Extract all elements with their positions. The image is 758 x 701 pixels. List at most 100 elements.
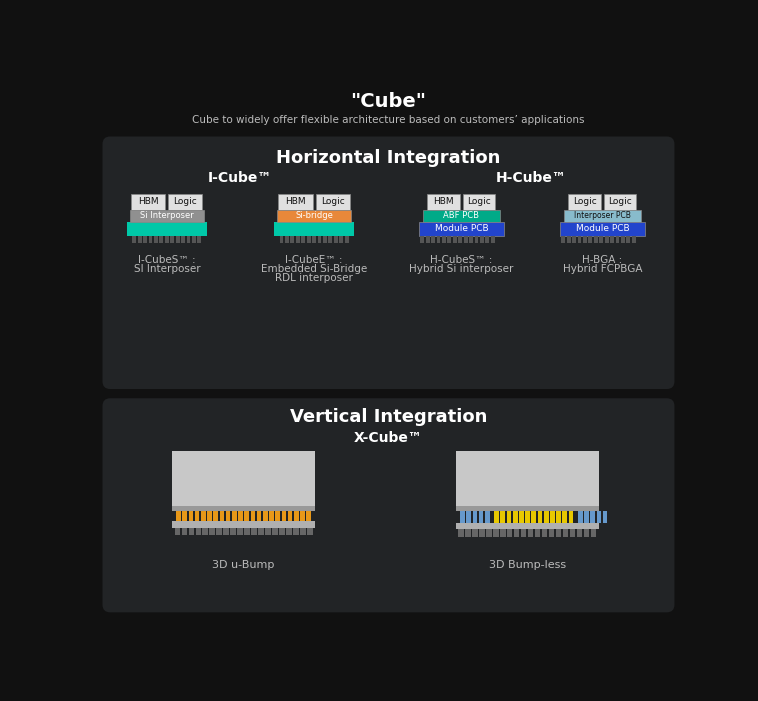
Bar <box>583 236 587 243</box>
Bar <box>493 529 499 537</box>
Bar <box>312 236 316 243</box>
Bar <box>472 529 478 537</box>
Bar <box>626 236 630 243</box>
Bar <box>500 511 505 523</box>
Bar <box>564 210 641 222</box>
Bar <box>615 236 619 243</box>
Bar <box>590 529 597 537</box>
Bar <box>345 236 349 243</box>
Bar <box>479 529 484 537</box>
Bar <box>287 528 292 536</box>
Bar <box>318 236 321 243</box>
Text: 3D u-Bump: 3D u-Bump <box>212 559 274 570</box>
Text: RDL interposer: RDL interposer <box>275 273 353 283</box>
Bar <box>195 511 199 522</box>
Bar <box>176 236 180 243</box>
Bar <box>127 222 207 236</box>
Bar <box>578 236 581 243</box>
Text: Module PCB: Module PCB <box>434 224 488 233</box>
Bar <box>603 511 607 523</box>
Bar <box>172 506 315 511</box>
Bar <box>143 236 147 243</box>
Text: Interposer PCB: Interposer PCB <box>574 211 631 220</box>
Text: HBM: HBM <box>433 198 454 206</box>
Bar <box>422 210 500 222</box>
Bar <box>220 511 224 522</box>
Bar <box>494 511 499 523</box>
Text: HBM: HBM <box>285 198 305 206</box>
Bar <box>209 528 215 536</box>
Bar <box>610 236 614 243</box>
Bar <box>290 236 294 243</box>
Bar <box>466 511 471 523</box>
Bar <box>296 236 299 243</box>
Bar <box>562 511 567 523</box>
Text: Embedded Si-Bridge: Embedded Si-Bridge <box>261 264 367 274</box>
Text: 3D Bump-less: 3D Bump-less <box>489 559 565 570</box>
Bar <box>556 511 561 523</box>
Bar <box>230 528 236 536</box>
Text: Logic: Logic <box>174 198 197 206</box>
Bar <box>269 511 274 522</box>
Bar <box>176 511 180 522</box>
Bar <box>578 511 583 523</box>
Bar <box>192 236 196 243</box>
Bar <box>307 236 311 243</box>
Bar <box>570 529 575 537</box>
Bar <box>513 511 518 523</box>
Bar <box>288 511 293 522</box>
Text: HBM: HBM <box>138 198 158 206</box>
Bar <box>263 511 268 522</box>
Text: Hybrid Si interposer: Hybrid Si interposer <box>409 264 513 274</box>
Bar <box>138 236 142 243</box>
Bar <box>542 529 547 537</box>
Bar <box>307 528 312 536</box>
Bar <box>226 511 230 522</box>
Bar <box>181 236 185 243</box>
Bar <box>420 236 424 243</box>
Bar <box>486 529 491 537</box>
Text: ABF PCB: ABF PCB <box>443 211 479 220</box>
Text: Si Interposer: Si Interposer <box>140 211 194 220</box>
Bar <box>244 511 249 522</box>
Bar <box>202 528 208 536</box>
Bar <box>201 511 205 522</box>
Bar <box>186 236 190 243</box>
FancyBboxPatch shape <box>102 398 675 613</box>
Bar <box>479 511 484 523</box>
Bar <box>563 529 568 537</box>
Text: Hybrid FCPBGA: Hybrid FCPBGA <box>562 264 642 274</box>
Bar <box>306 511 311 522</box>
Bar <box>594 236 598 243</box>
Text: Module PCB: Module PCB <box>575 224 629 233</box>
Bar <box>265 528 271 536</box>
Bar <box>535 529 540 537</box>
Bar <box>168 194 202 210</box>
Bar <box>568 511 573 523</box>
Bar <box>459 529 464 537</box>
Bar <box>528 529 534 537</box>
Bar <box>442 236 446 243</box>
Bar <box>258 528 264 536</box>
Bar <box>465 529 471 537</box>
Bar <box>588 236 592 243</box>
Bar <box>159 236 163 243</box>
Bar <box>456 451 599 506</box>
Bar <box>274 222 355 236</box>
Text: Logic: Logic <box>321 198 345 206</box>
Bar <box>456 523 599 529</box>
Text: Vertical Integration: Vertical Integration <box>290 408 487 426</box>
Bar <box>590 511 595 523</box>
Bar <box>426 236 430 243</box>
Text: Logic: Logic <box>609 198 632 206</box>
Bar <box>207 511 211 522</box>
Bar <box>217 528 222 536</box>
Text: H-BGA :: H-BGA : <box>582 254 622 265</box>
Bar <box>189 511 193 522</box>
Text: I-CubeE™ :: I-CubeE™ : <box>285 254 343 265</box>
Bar <box>196 528 201 536</box>
Bar <box>568 194 601 210</box>
Bar <box>453 236 456 243</box>
Bar <box>315 194 349 210</box>
Bar <box>514 529 519 537</box>
